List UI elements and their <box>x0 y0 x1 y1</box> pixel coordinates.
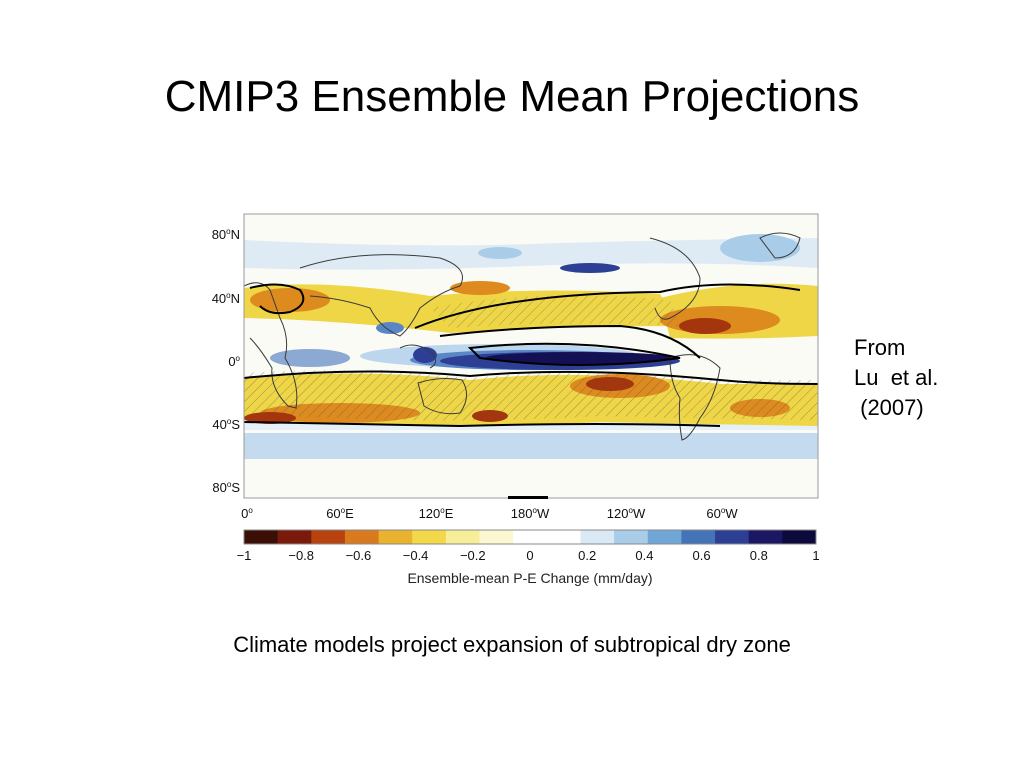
colorbar-swatch <box>782 530 817 544</box>
slide-caption: Climate models project expansion of subt… <box>233 632 791 657</box>
lat-tick-40s: 40oS <box>212 417 240 432</box>
dry-zone-contours <box>244 283 818 428</box>
colorbar-tick-label: −0.2 <box>460 548 486 563</box>
colorbar-tick-label: 0.6 <box>693 548 711 563</box>
colorbar-border <box>243 529 817 545</box>
colorbar-tick-label: 0 <box>526 548 533 563</box>
map-field <box>244 214 818 498</box>
colorbar-tick-label: 0.2 <box>578 548 596 563</box>
lat-tick-0: 0o <box>228 354 240 369</box>
colorbar-swatch <box>311 530 346 544</box>
lon-tick-180w: 180oW <box>511 506 550 521</box>
colorbar-swatch <box>614 530 649 544</box>
lon-tick-120e: 120oE <box>419 506 454 521</box>
colorbar-ticks: −1 −0.8 −0.6 −0.4 −0.2 0 0.2 0.4 0.6 0.8 1 <box>237 548 820 563</box>
lon-tick-60e: 60oE <box>326 506 354 521</box>
pe-change-map-figure: 80oN 40oN 0o 40oS 80oS 0o 60oE 120oE 180… <box>200 208 828 592</box>
colorbar-swatch <box>647 530 682 544</box>
colorbar-tick-label: −0.6 <box>346 548 372 563</box>
lat-tick-80n: 80oN <box>212 227 240 242</box>
colorbar-swatch <box>277 530 312 544</box>
colorbar-tick-label: −0.8 <box>288 548 314 563</box>
colorbar-swatch <box>244 530 279 544</box>
lon-tick-0: 0o <box>241 506 253 521</box>
dateline-marker <box>508 496 548 499</box>
pe-change-map: 80oN 40oN 0o 40oS 80oS 0o 60oE 120oE 180… <box>212 213 820 586</box>
colorbar-tick-label: 0.4 <box>635 548 653 563</box>
colorbar-swatch <box>344 530 380 544</box>
colorbar-tick-label: 0.8 <box>750 548 768 563</box>
lon-tick-60w: 60oW <box>706 506 738 521</box>
colorbar-swatch <box>748 530 783 544</box>
lon-tick-120w: 120oW <box>607 506 646 521</box>
colorbar-swatch <box>445 530 481 544</box>
colorbar-tick-label: 1 <box>812 548 819 563</box>
lat-tick-80s: 80oS <box>212 480 240 495</box>
colorbar-swatch <box>412 530 447 544</box>
colorbar-swatch <box>580 530 615 544</box>
coastlines <box>244 232 801 441</box>
colorbar-tick-label: −0.4 <box>403 548 429 563</box>
colorbar-swatch <box>479 530 514 544</box>
colorbar-swatch <box>513 530 548 544</box>
colorbar <box>243 529 817 545</box>
lat-axis: 80oN 40oN 0o 40oS 80oS <box>212 227 241 495</box>
attribution-text: From Lu et al. (2007) <box>854 335 939 420</box>
slide-title: CMIP3 Ensemble Mean Projections <box>164 72 860 121</box>
lon-axis: 0o 60oE 120oE 180oW 120oW 60oW <box>241 506 738 521</box>
colorbar-tick-label: −1 <box>237 548 252 563</box>
colorbar-title: Ensemble-mean P-E Change (mm/day) <box>407 570 652 586</box>
colorbar-swatch <box>715 530 750 544</box>
colorbar-swatch <box>546 530 581 544</box>
colorbar-swatch <box>681 530 716 544</box>
lat-tick-40n: 40oN <box>212 291 240 306</box>
colorbar-swatch <box>378 530 413 544</box>
